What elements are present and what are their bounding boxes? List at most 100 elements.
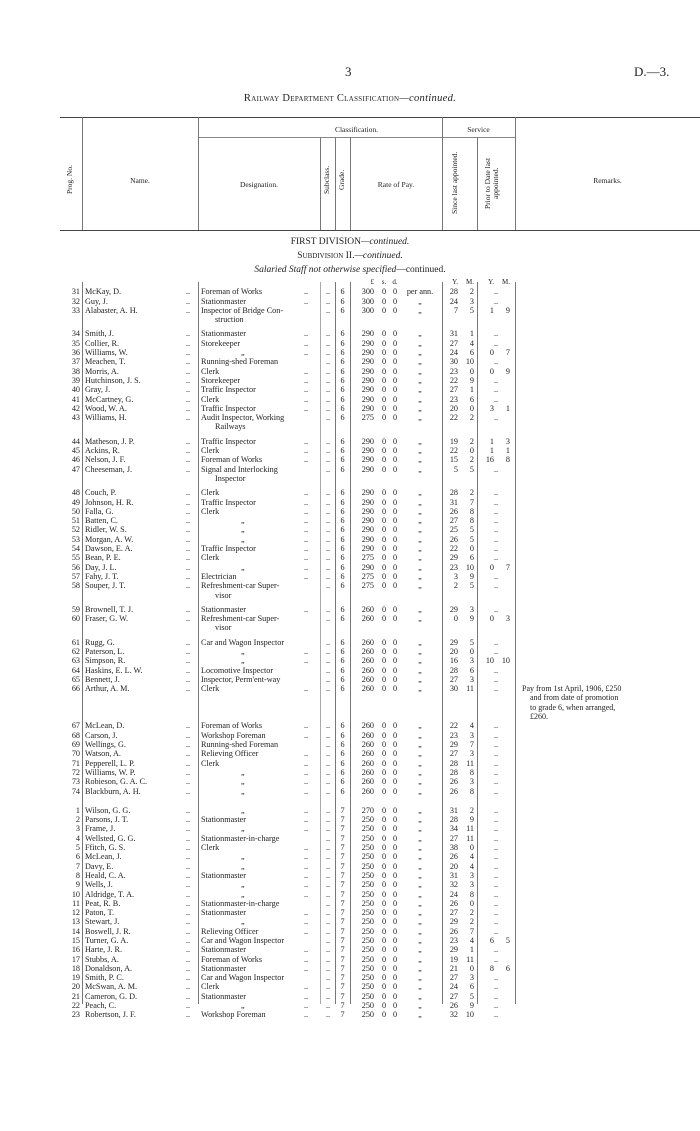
pay-unit: „: [418, 571, 422, 581]
designation: Foreman of Works: [201, 721, 317, 730]
since-months: 3: [469, 296, 474, 306]
since-months: 4: [469, 721, 474, 731]
dot-leader: ..: [304, 684, 309, 694]
grade: 6: [340, 721, 345, 731]
dot-leader: ..: [186, 604, 191, 614]
prior-empty: ..: [493, 767, 499, 777]
pay-pounds: 290: [361, 329, 374, 339]
prior-empty: ..: [493, 637, 499, 647]
designation-line: Stationmaster: [201, 963, 247, 973]
dot-leader: ..: [304, 982, 309, 992]
designation-line: Audit Inspector, Working: [201, 413, 285, 423]
employee-name: Meachen, T.: [85, 357, 126, 367]
pay-shillings: 0: [381, 749, 387, 759]
employee-name: McSwan, A. M.: [85, 982, 138, 992]
pay-unit: „: [418, 305, 422, 315]
grade: 7: [340, 963, 345, 973]
table-row: 55 Bean, P. E... Clerk.... 6 275 0 0 „ 29 6..: [0, 553, 700, 562]
pay-unit: „: [418, 403, 422, 413]
since-years: 22: [449, 446, 458, 456]
subclass: ..: [325, 833, 331, 843]
dot-leader: ..: [304, 730, 309, 740]
prior-empty: ..: [493, 982, 499, 992]
subclass: ..: [325, 926, 331, 936]
designation: „: [201, 852, 357, 861]
pay-pounds: 290: [361, 562, 374, 572]
employee-name: Aldridge, T. A.: [85, 889, 135, 899]
employee-name: Bean, P. E.: [85, 553, 121, 563]
grade: 6: [340, 553, 345, 563]
prog-no: 62: [71, 646, 80, 656]
table-row: 65 Bennett, J... Inspector, Perm'ent-way..…: [0, 675, 700, 684]
prior-years: 8: [489, 963, 494, 973]
pay-shillings: 0: [381, 497, 387, 507]
dot-leader: ..: [186, 833, 191, 843]
designation: „: [201, 777, 357, 786]
prior-months: 6: [505, 963, 510, 973]
since-years: 26: [449, 777, 458, 787]
pay-unit: „: [418, 534, 422, 544]
pay-unit: „: [418, 385, 422, 395]
subclass: ..: [325, 446, 331, 456]
pay-pounds: 260: [361, 656, 374, 666]
pay-shillings: 0: [381, 824, 387, 834]
prior-years: 0: [489, 366, 494, 376]
employee-name: Robertson, J. F.: [85, 1010, 136, 1020]
pay-pounds: 250: [361, 963, 374, 973]
pay-unit: „: [418, 917, 422, 927]
designation: Stationmaster: [201, 871, 317, 880]
prior-empty: ..: [493, 329, 499, 339]
subclass: ..: [325, 637, 331, 647]
pay-shillings: 0: [381, 684, 387, 694]
dot-leader: ..: [304, 815, 309, 825]
table-row: 11 Peat, R. B... Stationmaster-in-charge..…: [0, 899, 700, 908]
designation-line: „: [241, 516, 245, 526]
since-years: 26: [449, 534, 458, 544]
pay-pence: 0: [392, 908, 398, 918]
designation-line: Traffic Inspector: [201, 385, 256, 395]
employee-name: McLean, D.: [85, 721, 125, 731]
pay-unit: „: [418, 562, 422, 572]
dot-leader: ..: [304, 1010, 309, 1020]
designation-line: Clerk: [201, 488, 220, 498]
dot-leader: ..: [186, 348, 191, 358]
grade: 6: [340, 464, 345, 474]
pay-unit: per ann.: [406, 287, 434, 297]
pay-pence: 0: [392, 357, 398, 367]
prior-empty: ..: [493, 898, 499, 908]
prog-no: 22: [71, 1001, 80, 1011]
pay-pounds: 250: [361, 898, 374, 908]
table-row: 47 Cheeseman, J... Signal and Interlocking…: [0, 465, 700, 484]
title-suffix: —continued.: [399, 93, 457, 104]
designation: Clerk: [201, 367, 317, 376]
grade: 7: [340, 843, 345, 853]
since-months: 8: [469, 786, 474, 796]
prior-empty: ..: [493, 665, 499, 675]
designation-line: Stationmaster-in-charge: [201, 833, 280, 843]
pay-unit: „: [418, 375, 422, 385]
designation: Refreshment-car Super-visor: [201, 581, 317, 600]
designation-line: Foreman of Works: [201, 455, 263, 465]
remark-line: to grade 6, when arranged,: [530, 702, 616, 712]
pay-shillings: 0: [381, 455, 387, 465]
since-years: 23: [449, 366, 458, 376]
designation-line: „: [241, 777, 245, 787]
grade: 7: [340, 880, 345, 890]
designation-line: Car and Wagon Inspector: [201, 973, 285, 983]
pay-pounds: 290: [361, 497, 374, 507]
employee-name: Ackins, R.: [85, 446, 120, 456]
designation-line: Running-shed Foreman: [201, 357, 279, 367]
pay-shillings: 0: [381, 898, 387, 908]
designation-line: Workshop Foreman: [201, 1010, 266, 1020]
employee-name: Cheeseman, J.: [85, 464, 133, 474]
prior-years: 0: [489, 614, 494, 624]
pay-pounds: 250: [361, 991, 374, 1001]
prog-no: 33: [71, 305, 80, 315]
dot-leader: ..: [186, 413, 191, 423]
dot-leader: ..: [186, 497, 191, 507]
prog-no: 45: [71, 446, 80, 456]
prog-no: 14: [71, 926, 80, 936]
dot-leader: ..: [186, 861, 191, 871]
dot-leader: ..: [304, 889, 309, 899]
header-mid-rule: [198, 137, 515, 138]
